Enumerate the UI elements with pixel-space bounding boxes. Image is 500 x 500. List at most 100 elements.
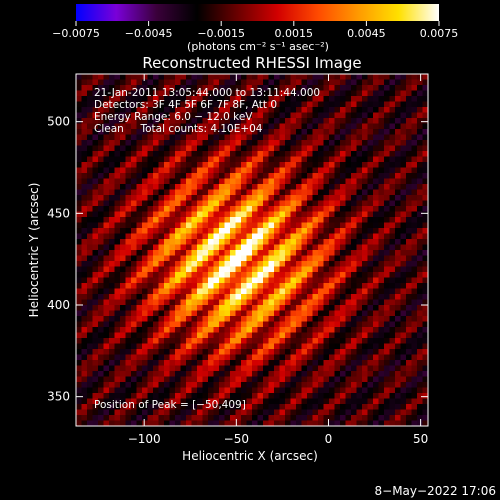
heatmap-cell: [367, 310, 374, 317]
heatmap-cell: [417, 327, 424, 334]
heatmap-cell: [180, 244, 187, 251]
heatmap-cell: [285, 228, 292, 235]
heatmap-cell: [345, 244, 352, 251]
heatmap-cell: [329, 173, 336, 180]
heatmap-cell: [345, 217, 352, 224]
heatmap-cell: [329, 239, 336, 246]
heatmap-cell: [252, 239, 259, 246]
heatmap-cell: [81, 79, 88, 86]
heatmap-cell: [252, 294, 259, 301]
heatmap-cell: [395, 332, 402, 339]
heatmap-cell: [285, 299, 292, 306]
heatmap-cell: [197, 85, 204, 92]
heatmap-cell: [147, 134, 154, 141]
heatmap-cell: [219, 266, 226, 273]
heatmap-cell: [263, 371, 270, 378]
heatmap-cell: [208, 360, 215, 367]
heatmap-cell: [213, 96, 220, 103]
heatmap-cell: [422, 321, 428, 328]
heatmap-cell: [153, 349, 160, 356]
heatmap-cell: [109, 140, 116, 147]
heatmap-cell: [252, 74, 259, 81]
heatmap-cell: [345, 261, 352, 268]
heatmap-cell: [98, 118, 105, 125]
heatmap-cell: [81, 85, 88, 92]
heatmap-cell: [164, 299, 171, 306]
heatmap-cell: [219, 360, 226, 367]
heatmap-cell: [224, 85, 231, 92]
heatmap-cell: [274, 129, 281, 136]
heatmap-cell: [208, 409, 215, 416]
heatmap-cell: [323, 294, 330, 301]
heatmap-cell: [87, 228, 94, 235]
heatmap-cell: [307, 255, 314, 262]
heatmap-cell: [164, 217, 171, 224]
heatmap-cell: [307, 305, 314, 312]
heatmap-cell: [279, 167, 286, 174]
heatmap-cell: [340, 332, 347, 339]
heatmap-cell: [351, 261, 358, 268]
heatmap-cell: [109, 107, 116, 114]
heatmap-cell: [153, 376, 160, 383]
heatmap-cell: [76, 327, 83, 334]
heatmap-cell: [389, 74, 396, 81]
heatmap-cell: [290, 239, 297, 246]
heatmap-cell: [246, 184, 253, 191]
heatmap-cell: [318, 206, 325, 213]
heatmap-cell: [323, 255, 330, 262]
heatmap-cell: [345, 173, 352, 180]
heatmap-cell: [351, 283, 358, 290]
heatmap-cell: [208, 145, 215, 152]
heatmap-cell: [345, 288, 352, 295]
heatmap-cell: [136, 85, 143, 92]
heatmap-cell: [329, 85, 336, 92]
heatmap-cell: [219, 420, 226, 426]
heatmap-cell: [329, 162, 336, 169]
heatmap-cell: [351, 151, 358, 158]
heatmap-cell: [92, 420, 99, 426]
heatmap-cell: [125, 354, 132, 361]
heatmap-cell: [406, 239, 413, 246]
heatmap-cell: [307, 415, 314, 422]
heatmap-cell: [208, 107, 215, 114]
heatmap-cell: [164, 200, 171, 207]
heatmap-cell: [334, 409, 341, 416]
heatmap-cell: [340, 211, 347, 218]
heatmap-cell: [334, 129, 341, 136]
heatmap-cell: [241, 79, 248, 86]
heatmap-cell: [153, 310, 160, 317]
heatmap-cell: [411, 305, 418, 312]
heatmap-cell: [340, 360, 347, 367]
heatmap-cell: [356, 343, 363, 350]
heatmap-cell: [131, 365, 138, 372]
heatmap-cell: [224, 244, 231, 251]
heatmap-cell: [395, 184, 402, 191]
heatmap-cell: [131, 387, 138, 394]
heatmap-cell: [345, 101, 352, 108]
heatmap-cell: [241, 184, 248, 191]
heatmap-cell: [257, 228, 264, 235]
heatmap-cell: [356, 85, 363, 92]
heatmap-cell: [219, 239, 226, 246]
heatmap-cell: [290, 85, 297, 92]
heatmap-cell: [340, 387, 347, 394]
heatmap-cell: [125, 420, 132, 426]
heatmap-cell: [356, 283, 363, 290]
heatmap-cell: [378, 272, 385, 279]
heatmap-cell: [158, 112, 165, 119]
heatmap-cell: [109, 305, 116, 312]
heatmap-cell: [400, 129, 407, 136]
heatmap-cell: [257, 239, 264, 246]
heatmap-cell: [345, 316, 352, 323]
heatmap-cell: [384, 387, 391, 394]
heatmap-cell: [263, 156, 270, 163]
heatmap-cell: [197, 376, 204, 383]
heatmap-cell: [153, 156, 160, 163]
heatmap-cell: [158, 261, 165, 268]
heatmap-cell: [125, 151, 132, 158]
heatmap-cell: [334, 349, 341, 356]
heatmap-cell: [334, 404, 341, 411]
heatmap-cell: [114, 365, 121, 372]
heatmap-cell: [114, 211, 121, 218]
heatmap-cell: [329, 140, 336, 147]
